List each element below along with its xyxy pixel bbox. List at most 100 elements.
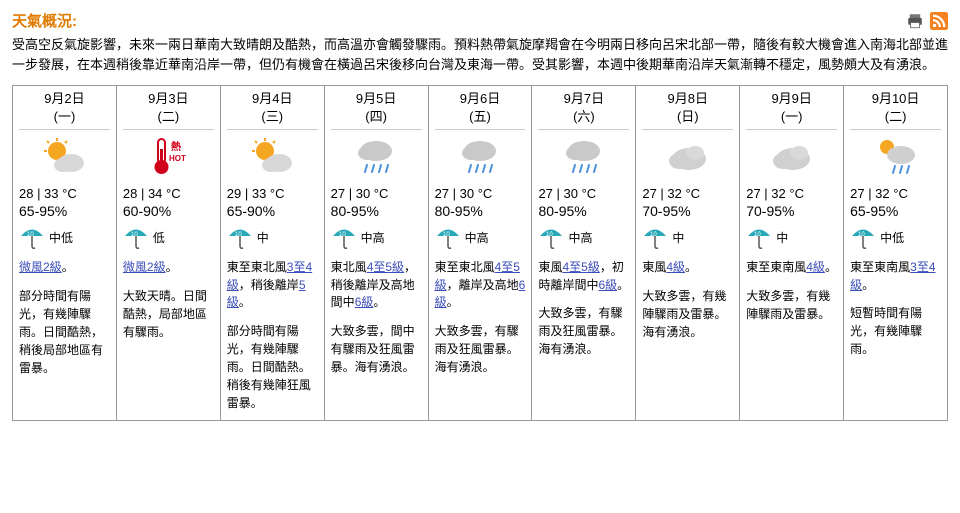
svg-text:10: 10 <box>339 232 346 238</box>
wind-link[interactable]: 4級 <box>666 260 685 274</box>
forecast-desc: 大致天晴。日間酷熱，局部地區有驟雨。 <box>123 287 214 341</box>
dow: (日) <box>642 108 733 126</box>
svg-text:10: 10 <box>27 232 34 238</box>
psr-label: 中低 <box>880 229 904 246</box>
psr-label: 中高 <box>465 229 489 246</box>
svg-text:10: 10 <box>754 232 761 238</box>
wind-text: 東至東南風4級。 <box>746 259 837 276</box>
date-block: 9月6日(五) <box>435 90 526 130</box>
wind-text: 東至東北風3至4級，稍後離岸5級。 <box>227 259 318 311</box>
forecast-day: 9月5日(四) 27 | 30 °C80-95% 10 中高東北風4至5級，稍後… <box>324 85 428 420</box>
date: 9月4日 <box>227 90 318 108</box>
dow: (一) <box>19 108 110 126</box>
wind-link[interactable]: 4至5級 <box>435 260 520 291</box>
psr-row: 10 中高 <box>538 225 629 249</box>
date: 9月7日 <box>538 90 629 108</box>
svg-text:10: 10 <box>131 232 138 238</box>
forecast-desc: 大致多雲，有驟雨及狂風雷暴。海有湧浪。 <box>538 304 629 358</box>
forecast-day: 9月9日(一) 27 | 32 °C70-95% 10 中東至東南風4級。大致多… <box>739 85 843 420</box>
wind-text: 東風4至5級，初時離岸間中6級。 <box>538 259 629 294</box>
psr-label: 中高 <box>361 229 385 246</box>
forecast-day: 9月8日(日) 27 | 32 °C 70-95% 10 中東風4級。大致多雲，有… <box>635 85 739 420</box>
psr-row: 10 低 <box>123 225 214 249</box>
svg-text:熱: 熱 <box>171 140 181 153</box>
wind-link[interactable]: 6級 <box>355 295 374 309</box>
date: 9月10日 <box>850 90 941 108</box>
date: 9月6日 <box>435 90 526 108</box>
weather-icon <box>227 134 318 180</box>
psr-label: 中低 <box>49 229 73 246</box>
forecast-desc: 大致多雲，有驟雨及狂風雷暴。海有湧浪。 <box>435 322 526 376</box>
date-block: 9月9日(一) <box>746 90 837 130</box>
temperature: 29 | 33 °C <box>227 186 318 201</box>
forecast-desc: 部分時間有陽光，有幾陣驟雨。日間酷熱，稍後局部地區有雷暴。 <box>19 287 110 377</box>
umbrella-icon: 10 <box>850 225 876 249</box>
psr-row: 10 中高 <box>435 225 526 249</box>
wind-link[interactable]: 微風2級 <box>19 260 62 274</box>
forecast-desc: 大致多雲，有幾陣驟雨及雷暴。海有湧浪。 <box>642 287 733 341</box>
wind-link[interactable]: 4級 <box>806 260 825 274</box>
wind-link[interactable]: 微風2級 <box>123 260 166 274</box>
weather-icon <box>850 134 941 180</box>
weather-icon <box>435 134 526 180</box>
wind-text: 微風2級。 <box>123 259 214 276</box>
umbrella-icon: 10 <box>538 225 564 249</box>
svg-text:10: 10 <box>235 232 242 238</box>
date: 9月2日 <box>19 90 110 108</box>
date: 9月3日 <box>123 90 214 108</box>
date-block: 9月8日(日) <box>642 90 733 130</box>
dow: (二) <box>850 108 941 126</box>
humidity: 60-90% <box>123 203 214 219</box>
wind-link[interactable]: 4至5級 <box>562 260 599 274</box>
forecast-desc: 短暫時間有陽光，有幾陣驟雨。 <box>850 304 941 358</box>
forecast-day: 9月2日(一) 28 | 33 °C65-95% 10 中低微風2級。部分時間有… <box>12 85 116 420</box>
wind-link[interactable]: 5級 <box>227 278 306 309</box>
umbrella-icon: 10 <box>746 225 772 249</box>
psr-label: 低 <box>153 229 165 246</box>
forecast-desc: 大致多雲，間中有驟雨及狂風雷暴。海有湧浪。 <box>331 322 422 376</box>
print-icon[interactable] <box>906 12 924 30</box>
umbrella-icon: 10 <box>642 225 668 249</box>
wind-text: 東風4級。 <box>642 259 733 276</box>
forecast-day: 9月3日(二) 熱 HOT 28 | 34 °C60-90% 10 低微風2級。… <box>116 85 220 420</box>
wind-link[interactable]: 3至4級 <box>850 260 935 291</box>
temperature: 27 | 32 °C <box>642 186 733 201</box>
date-block: 9月2日(一) <box>19 90 110 130</box>
temperature: 28 | 34 °C <box>123 186 214 201</box>
psr-label: 中 <box>257 229 269 246</box>
date: 9月9日 <box>746 90 837 108</box>
humidity: 65-95% <box>850 203 941 219</box>
weather-icon <box>642 134 733 180</box>
humidity: 80-95% <box>435 203 526 219</box>
svg-text:HOT: HOT <box>169 154 186 163</box>
temperature: 28 | 33 °C <box>19 186 110 201</box>
date-block: 9月7日(六) <box>538 90 629 130</box>
rss-icon[interactable] <box>930 12 948 30</box>
temperature: 27 | 32 °C <box>746 186 837 201</box>
temperature: 27 | 30 °C <box>331 186 422 201</box>
weather-icon <box>331 134 422 180</box>
psr-row: 10 中 <box>227 225 318 249</box>
svg-text:10: 10 <box>858 232 865 238</box>
wind-link[interactable]: 6級 <box>598 278 617 292</box>
forecast-day: 9月7日(六) 27 | 30 °C80-95% 10 中高東風4至5級，初時離… <box>531 85 635 420</box>
wind-text: 東至東南風3至4級。 <box>850 259 941 294</box>
temperature: 27 | 32 °C <box>850 186 941 201</box>
weather-icon <box>19 134 110 180</box>
wind-link[interactable]: 6級 <box>435 278 526 309</box>
forecast-day: 9月6日(五) 27 | 30 °C80-95% 10 中高東至東北風4至5級，… <box>428 85 532 420</box>
weather-overview: 受高空反氣旋影響，未來一兩日華南大致晴朗及酷熱，而高溫亦會觸發驟雨。預料熱帶氣旋… <box>12 35 948 75</box>
weather-icon: 熱 HOT <box>123 134 214 180</box>
dow: (四) <box>331 108 422 126</box>
humidity: 70-95% <box>642 203 733 219</box>
psr-row: 10 中低 <box>19 225 110 249</box>
psr-row: 10 中 <box>746 225 837 249</box>
psr-row: 10 中 <box>642 225 733 249</box>
umbrella-icon: 10 <box>331 225 357 249</box>
humidity: 80-95% <box>538 203 629 219</box>
humidity: 70-95% <box>746 203 837 219</box>
umbrella-icon: 10 <box>227 225 253 249</box>
wind-text: 東至東北風4至5級，離岸及高地6級。 <box>435 259 526 311</box>
wind-link[interactable]: 4至5級 <box>367 260 404 274</box>
umbrella-icon: 10 <box>435 225 461 249</box>
